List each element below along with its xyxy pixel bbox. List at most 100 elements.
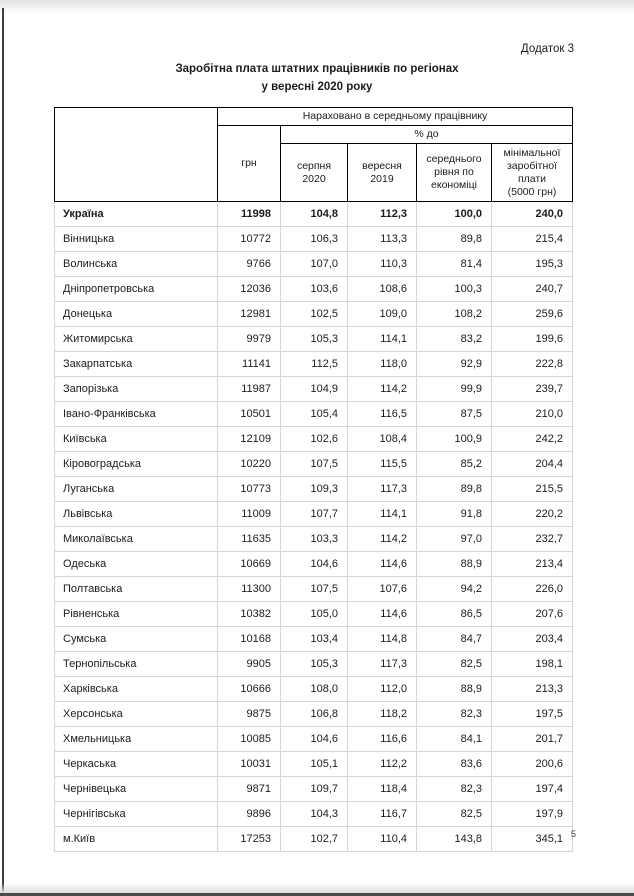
to-minimum-wage-cell: 198,1 (490, 651, 574, 677)
to-minimum-wage-cell: 220,2 (490, 501, 574, 527)
table-row: Житомирська 9979 105,3 114,1 83,2 199,6 (54, 326, 574, 352)
table-row: Чернівецька 9871 109,7 118,4 82,3 197,4 (54, 776, 574, 802)
region-cell: Сумська (54, 626, 218, 652)
to-september-cell: 112,3 (347, 201, 417, 227)
to-august-cell: 112,5 (280, 351, 348, 377)
table-row: Хмельницька 10085 104,6 116,6 84,1 201,7 (54, 726, 574, 752)
table-row: Миколаївська 11635 103,3 114,2 97,0 232,… (54, 526, 574, 552)
table-row: Рівненська 10382 105,0 114,6 86,5 207,6 (54, 601, 574, 627)
appendix-label: Додаток 3 (520, 43, 574, 55)
uah-cell: 10666 (217, 676, 281, 702)
to-august-cell: 105,4 (280, 401, 348, 427)
uah-cell: 9871 (217, 776, 281, 802)
to-minimum-wage-cell: 207,6 (490, 601, 574, 627)
table-header: Нараховано в середньому працівнику грн %… (54, 107, 574, 202)
to-minimum-wage-cell: 239,7 (490, 376, 574, 402)
uah-cell: 11635 (217, 526, 281, 552)
min-header-cell: мінімальної заробітної плати (5000 грн) (490, 143, 574, 202)
region-cell: Полтавська (54, 576, 218, 602)
aug-header-cell: серпня 2020 (280, 143, 348, 202)
to-economy-average-cell: 143,8 (416, 826, 492, 852)
table-row: Полтавська 11300 107,5 107,6 94,2 226,0 (54, 576, 574, 602)
to-minimum-wage-cell: 232,7 (490, 526, 574, 552)
to-september-cell: 117,3 (347, 651, 417, 677)
to-economy-average-cell: 89,8 (416, 226, 492, 252)
salary-table: Нараховано в середньому працівнику грн %… (54, 107, 574, 852)
table-row: Одеська 10669 104,6 114,6 88,9 213,4 (54, 551, 574, 577)
page-bottom-fade (0, 883, 634, 893)
to-september-cell: 117,3 (347, 476, 417, 502)
group-header-cell: Нараховано в середньому працівнику (216, 107, 574, 126)
to-economy-average-cell: 89,8 (416, 476, 492, 502)
region-cell: Луганська (54, 476, 218, 502)
region-cell: Івано-Франківська (54, 401, 218, 427)
to-august-cell: 105,0 (280, 601, 348, 627)
table-row: Дніпропетровська 12036 103,6 108,6 100,3… (54, 276, 574, 302)
region-header-cell (54, 107, 218, 202)
table-row: Кіровоградська 10220 107,5 115,5 85,2 20… (54, 451, 574, 477)
to-september-cell: 114,8 (347, 626, 417, 652)
to-economy-average-cell: 82,5 (416, 801, 492, 827)
to-august-cell: 109,7 (280, 776, 348, 802)
to-minimum-wage-cell: 259,6 (490, 301, 574, 327)
table-row: Київська 12109 102,6 108,4 100,9 242,2 (54, 426, 574, 452)
to-september-cell: 110,4 (347, 826, 417, 852)
uah-cell: 11141 (217, 351, 281, 377)
to-minimum-wage-cell: 213,3 (490, 676, 574, 702)
to-minimum-wage-cell: 242,2 (490, 426, 574, 452)
to-economy-average-cell: 88,9 (416, 551, 492, 577)
to-august-cell: 103,3 (280, 526, 348, 552)
to-august-cell: 102,5 (280, 301, 348, 327)
to-september-cell: 112,2 (347, 751, 417, 777)
to-economy-average-cell: 100,9 (416, 426, 492, 452)
to-august-cell: 104,9 (280, 376, 348, 402)
to-september-cell: 116,6 (347, 726, 417, 752)
table-row: Сумська 10168 103,4 114,8 84,7 203,4 (54, 626, 574, 652)
to-august-cell: 104,6 (280, 726, 348, 752)
to-minimum-wage-cell: 345,1 (490, 826, 574, 852)
uah-cell: 11009 (217, 501, 281, 527)
to-economy-average-cell: 82,3 (416, 701, 492, 727)
page-title-line1: Заробітна плата штатних працівників по р… (175, 63, 459, 75)
to-minimum-wage-cell: 240,0 (490, 201, 574, 227)
to-september-cell: 116,5 (347, 401, 417, 427)
to-august-cell: 107,5 (280, 451, 348, 477)
to-minimum-wage-cell: 210,0 (490, 401, 574, 427)
table-row: Харківська 10666 108,0 112,0 88,9 213,3 (54, 676, 574, 702)
region-cell: Дніпропетровська (54, 276, 218, 302)
region-cell: Миколаївська (54, 526, 218, 552)
to-august-cell: 102,7 (280, 826, 348, 852)
region-cell: Волинська (54, 251, 218, 277)
table-row: Запорізька 11987 104,9 114,2 99,9 239,7 (54, 376, 574, 402)
uah-cell: 10669 (217, 551, 281, 577)
region-cell: Закарпатська (54, 351, 218, 377)
to-august-cell: 104,3 (280, 801, 348, 827)
uah-cell: 11998 (217, 201, 281, 227)
to-september-cell: 107,6 (347, 576, 417, 602)
to-minimum-wage-cell: 240,7 (490, 276, 574, 302)
region-cell: Кіровоградська (54, 451, 218, 477)
to-minimum-wage-cell: 226,0 (490, 576, 574, 602)
uah-cell: 12109 (217, 426, 281, 452)
to-minimum-wage-cell: 215,4 (490, 226, 574, 252)
uah-header-cell: грн (217, 125, 281, 202)
region-cell: м.Київ (54, 826, 218, 852)
region-cell: Україна (54, 201, 218, 227)
to-economy-average-cell: 84,1 (416, 726, 492, 752)
region-cell: Київська (54, 426, 218, 452)
page-top-edge (0, 0, 634, 14)
uah-cell: 12981 (217, 301, 281, 327)
to-economy-average-cell: 108,2 (416, 301, 492, 327)
to-september-cell: 114,2 (347, 376, 417, 402)
to-minimum-wage-cell: 199,6 (490, 326, 574, 352)
to-august-cell: 105,3 (280, 326, 348, 352)
region-cell: Харківська (54, 676, 218, 702)
uah-cell: 10031 (217, 751, 281, 777)
uah-cell: 9766 (217, 251, 281, 277)
to-economy-average-cell: 92,9 (416, 351, 492, 377)
page-title: Заробітна плата штатних працівників по р… (0, 60, 634, 96)
uah-cell: 12036 (217, 276, 281, 302)
table-row: Луганська 10773 109,3 117,3 89,8 215,5 (54, 476, 574, 502)
region-cell: Донецька (54, 301, 218, 327)
to-minimum-wage-cell: 201,7 (490, 726, 574, 752)
